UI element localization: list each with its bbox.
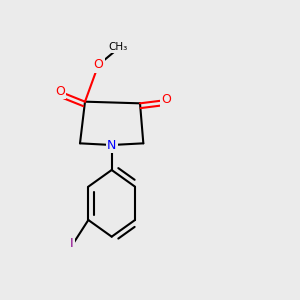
Text: CH₃: CH₃ [109,42,128,52]
Text: I: I [70,237,74,250]
Text: O: O [93,58,103,71]
Text: N: N [107,139,116,152]
Text: O: O [55,85,65,98]
Text: O: O [162,94,172,106]
